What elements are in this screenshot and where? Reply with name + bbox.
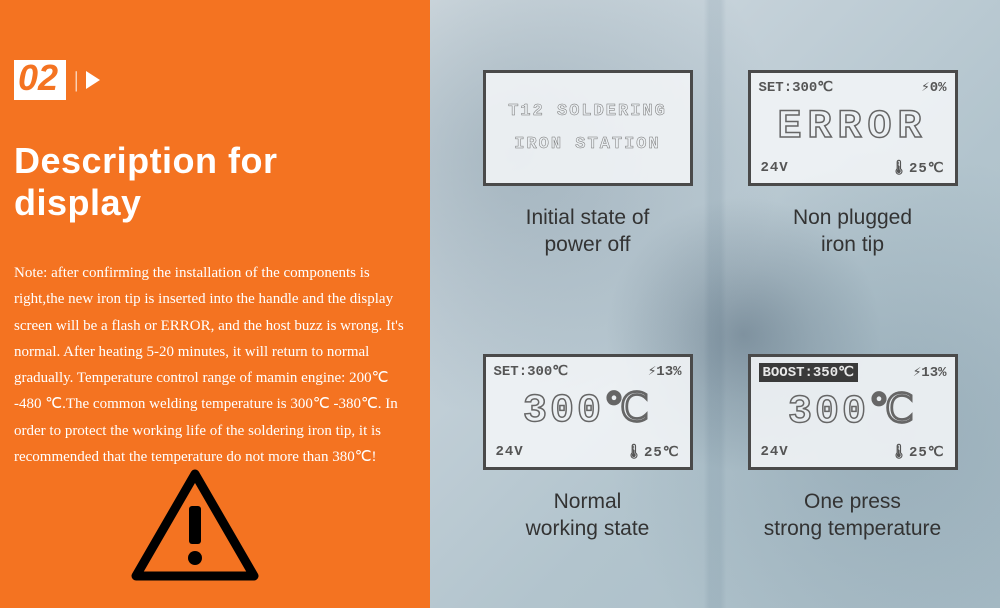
lcd-ambient-temp: 🌡25℃: [890, 160, 944, 177]
lcd-main-value: 300℃: [523, 392, 652, 432]
lcd-line-1: T12 SOLDERING: [508, 102, 667, 121]
display-caption: Non pluggediron tip: [793, 204, 912, 259]
lcd-top-row: SET:300℃ ⚡13%: [486, 363, 690, 380]
lcd-boost-label: BOOST:350℃: [759, 363, 858, 382]
lcd-power-pct: ⚡13%: [913, 364, 947, 381]
lcd-screen: BOOST:350℃ ⚡13% 300℃ 24V 🌡25℃: [748, 354, 958, 470]
display-error: SET:300℃ ⚡0% ERROR 24V 🌡25℃ Non pluggedi…: [735, 70, 970, 294]
description-body: Note: after confirming the installation …: [14, 260, 410, 470]
display-caption: Normalworking state: [526, 488, 650, 543]
lcd-voltage: 24V: [761, 160, 789, 177]
lcd-top-row: BOOST:350℃ ⚡13%: [751, 363, 955, 382]
lcd-set-temp: SET:300℃: [494, 363, 569, 380]
lcd-top-row: SET:300℃ ⚡0%: [751, 79, 955, 96]
left-panel: 02 | Description for display Note: after…: [0, 0, 430, 608]
lcd-voltage: 24V: [761, 444, 789, 461]
display-normal: SET:300℃ ⚡13% 300℃ 24V 🌡25℃ Normalworkin…: [470, 354, 705, 578]
page-heading: Description for display: [14, 140, 410, 224]
lcd-power-pct: ⚡13%: [648, 363, 682, 380]
display-caption: One pressstrong temperature: [764, 488, 941, 543]
lcd-bottom-row: 24V 🌡25℃: [751, 160, 955, 177]
section-badge: 02 |: [14, 60, 100, 100]
warning-icon: [130, 468, 260, 588]
lcd-line-2: IRON STATION: [514, 135, 660, 154]
display-initial: T12 SOLDERING IRON STATION Initial state…: [470, 70, 705, 294]
lcd-bottom-row: 24V 🌡25℃: [486, 444, 690, 461]
play-arrow-icon: [86, 71, 100, 89]
display-caption: Initial state ofpower off: [526, 204, 650, 259]
lcd-power-pct: ⚡0%: [921, 79, 946, 96]
section-number: 02: [14, 60, 66, 100]
lcd-screen: SET:300℃ ⚡0% ERROR 24V 🌡25℃: [748, 70, 958, 186]
lcd-screen: T12 SOLDERING IRON STATION: [483, 70, 693, 186]
lcd-screen: SET:300℃ ⚡13% 300℃ 24V 🌡25℃: [483, 354, 693, 470]
lcd-ambient-temp: 🌡25℃: [625, 444, 679, 461]
display-boost: BOOST:350℃ ⚡13% 300℃ 24V 🌡25℃ One presss…: [735, 354, 970, 578]
lcd-ambient-temp: 🌡25℃: [890, 444, 944, 461]
lcd-main-value: ERROR: [777, 108, 927, 148]
right-panel: T12 SOLDERING IRON STATION Initial state…: [430, 0, 1000, 608]
badge-divider: |: [74, 67, 78, 93]
lcd-voltage: 24V: [496, 444, 524, 461]
lcd-set-temp: SET:300℃: [759, 79, 834, 96]
lcd-bottom-row: 24V 🌡25℃: [751, 444, 955, 461]
lcd-main-value: 300℃: [788, 393, 917, 433]
